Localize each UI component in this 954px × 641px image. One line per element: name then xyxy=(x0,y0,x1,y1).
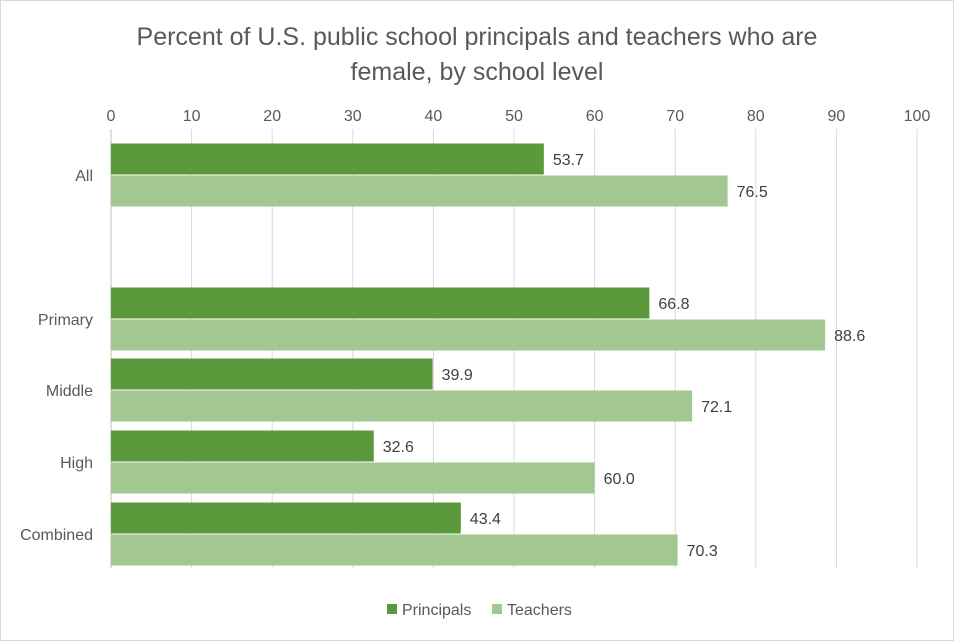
data-label: 72.1 xyxy=(701,399,732,416)
bars xyxy=(111,143,826,566)
bar-principals xyxy=(111,143,544,175)
category-labels: All Primary Middle High Combined xyxy=(20,168,93,544)
chart-title-line-2: female, by school level xyxy=(351,58,604,86)
data-label: 32.6 xyxy=(383,439,414,456)
data-label: 39.9 xyxy=(442,367,473,384)
x-tick-label: 80 xyxy=(747,108,765,125)
category-label: All xyxy=(75,168,93,185)
x-tick-label: 60 xyxy=(586,108,604,125)
x-tick-label: 10 xyxy=(183,108,201,125)
bar-teachers xyxy=(111,462,595,494)
x-tick-label: 50 xyxy=(505,108,523,125)
data-label: 60.0 xyxy=(604,471,635,488)
legend: Principals Teachers xyxy=(387,602,572,619)
data-label: 53.7 xyxy=(553,152,584,169)
x-axis-ticks: 0 10 20 30 40 50 60 70 80 90 100 xyxy=(107,108,931,125)
x-tick-label: 30 xyxy=(344,108,362,125)
legend-label: Principals xyxy=(402,602,471,619)
x-tick-label: 20 xyxy=(263,108,281,125)
category-label: Primary xyxy=(38,312,93,329)
bar-principals xyxy=(111,358,433,390)
bar-principals xyxy=(111,287,650,319)
legend-swatch xyxy=(387,604,397,614)
bar-principals xyxy=(111,430,374,462)
legend-swatch xyxy=(492,604,502,614)
data-labels: 53.7 76.5 66.8 88.6 39.9 72.1 32.6 60.0 43.4 70.3 xyxy=(383,152,866,560)
category-label: High xyxy=(60,455,93,472)
data-label: 76.5 xyxy=(737,184,768,201)
legend-label: Teachers xyxy=(507,602,572,619)
x-tick-label: 40 xyxy=(425,108,443,125)
bar-teachers xyxy=(111,319,826,351)
x-tick-label: 90 xyxy=(828,108,846,125)
data-label: 66.8 xyxy=(658,296,689,313)
x-tick-label: 0 xyxy=(107,108,116,125)
category-label: Combined xyxy=(20,527,93,544)
chart-title-line-1: Percent of U.S. public school principals… xyxy=(137,23,818,51)
bar-teachers xyxy=(111,175,728,207)
bar-teachers xyxy=(111,390,693,422)
x-tick-label: 100 xyxy=(904,108,931,125)
data-label: 43.4 xyxy=(470,511,501,528)
x-tick-label: 70 xyxy=(666,108,684,125)
data-label: 88.6 xyxy=(834,328,865,345)
bar-principals xyxy=(111,502,461,534)
data-label: 70.3 xyxy=(687,543,718,560)
category-label: Middle xyxy=(46,383,93,400)
bar-teachers xyxy=(111,534,678,566)
